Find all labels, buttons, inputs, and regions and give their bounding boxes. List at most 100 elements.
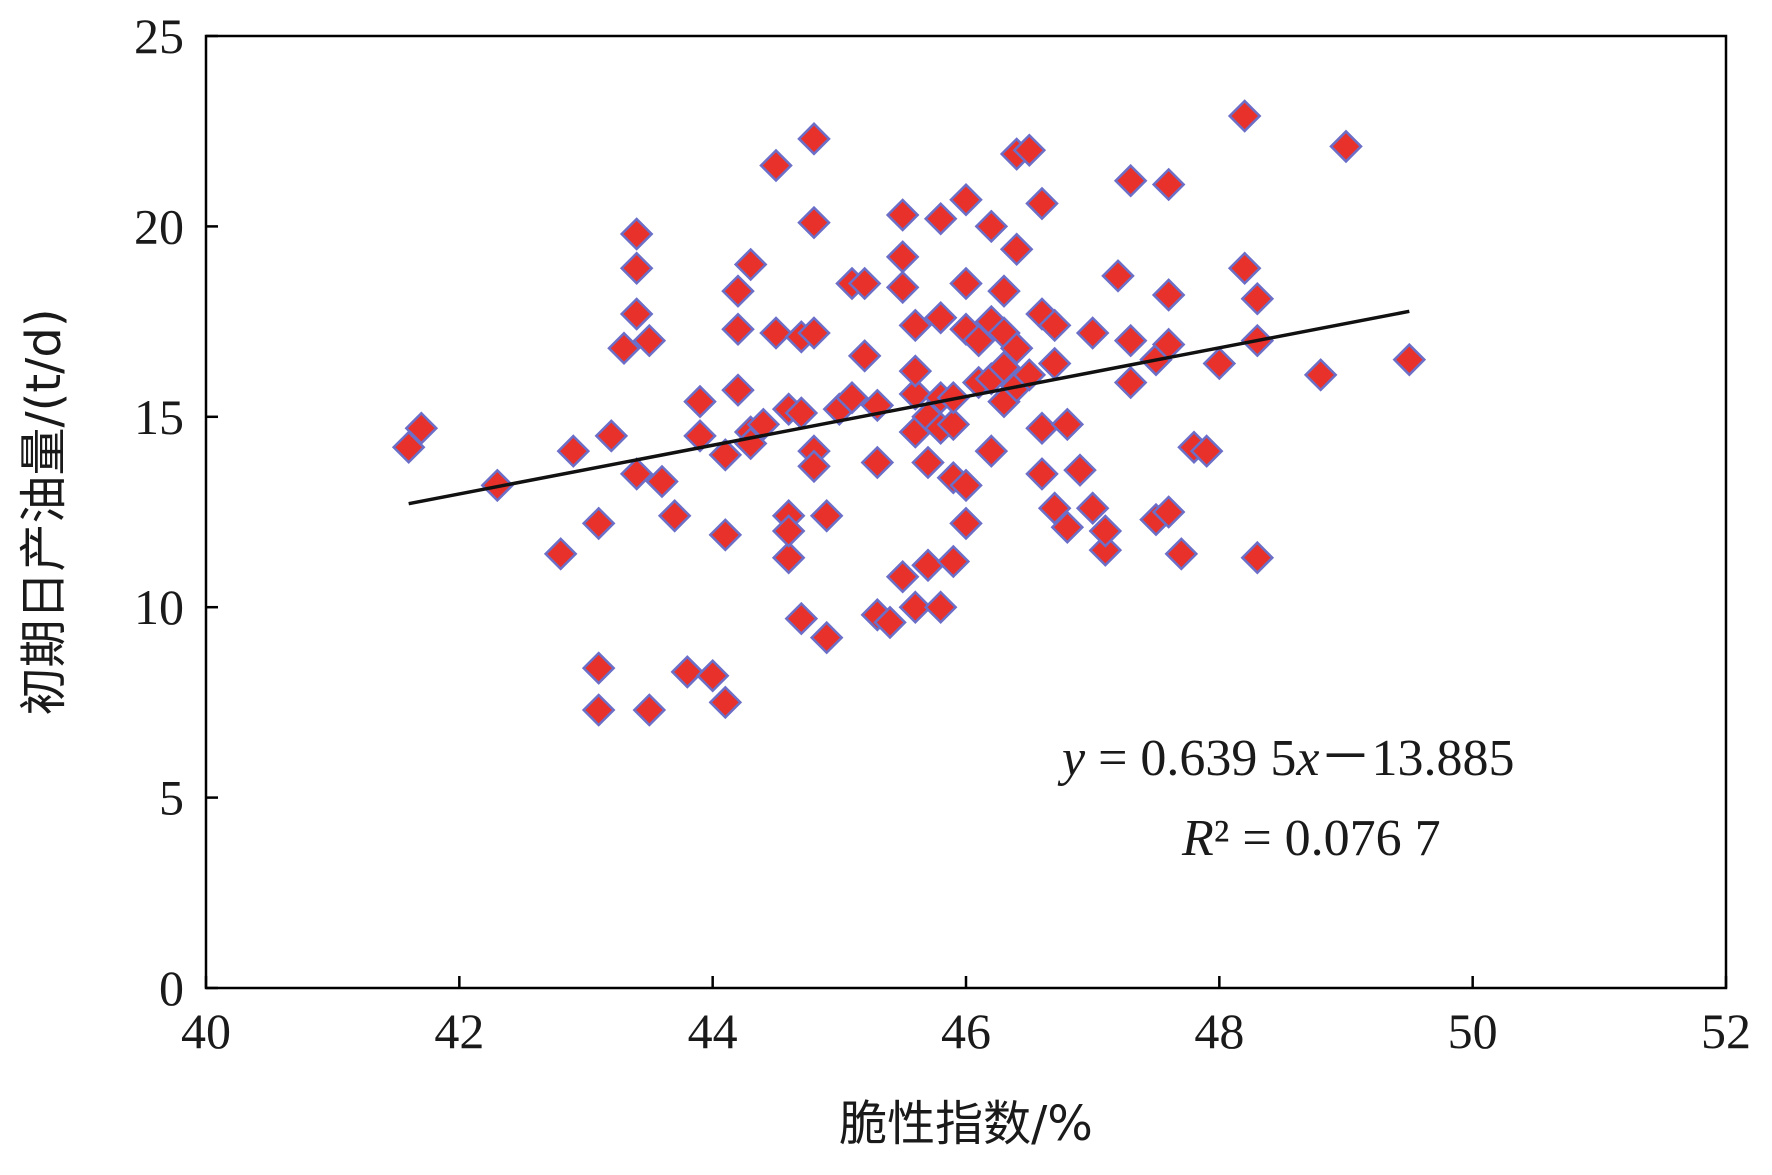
- data-point: [885, 198, 920, 232]
- equation-x-symbol: x: [1295, 730, 1319, 787]
- data-point: [657, 499, 692, 533]
- data-point: [885, 559, 920, 594]
- data-point: [1189, 434, 1224, 468]
- equation-coefficient: = 0.639 5: [1085, 730, 1296, 787]
- data-point: [746, 407, 781, 442]
- equation-intercept: －13.885: [1320, 730, 1515, 787]
- data-point: [936, 544, 971, 579]
- data-point: [771, 540, 806, 575]
- r-squared-number: ² = 0.076 7: [1214, 810, 1441, 867]
- data-point: [1050, 407, 1085, 442]
- data-point: [594, 419, 629, 453]
- data-point: [797, 205, 831, 240]
- data-point: [581, 693, 616, 727]
- regression-equation: y = 0.639 5x－13.885: [1057, 730, 1515, 787]
- data-point: [898, 308, 933, 343]
- data-point: [1088, 514, 1123, 548]
- data-point: [619, 251, 654, 286]
- data-point: [607, 331, 641, 366]
- data-point: [632, 323, 667, 358]
- data-point: [999, 232, 1034, 267]
- data-point: [632, 693, 667, 727]
- data-point: [936, 407, 971, 442]
- data-point: [1063, 453, 1097, 487]
- data-point: [1088, 533, 1123, 567]
- data-point: [721, 274, 755, 308]
- data-point: [873, 605, 907, 640]
- data-point: [1202, 346, 1237, 381]
- data-point: [556, 434, 591, 468]
- data-point: [721, 312, 755, 346]
- data-point: [1025, 457, 1059, 491]
- data-point: [949, 182, 983, 217]
- data-point: [1075, 491, 1110, 525]
- data-point: [708, 685, 743, 720]
- data-point: [898, 590, 933, 624]
- y-tick-label: 10: [134, 579, 184, 635]
- data-point: [708, 518, 743, 552]
- data-point: [619, 457, 654, 491]
- r-squared-value: R² = 0.076 7: [1181, 810, 1441, 867]
- data-point: [1329, 129, 1363, 164]
- y-tick-label: 5: [159, 770, 184, 826]
- data-point: [911, 445, 945, 480]
- data-point: [809, 499, 844, 533]
- r-squared-symbol: R: [1181, 810, 1214, 867]
- x-axis: 40 42 44 46 48 50 52: [181, 976, 1751, 1059]
- data-point: [1075, 316, 1110, 350]
- data-point: [1164, 537, 1199, 571]
- data-point: [404, 411, 439, 445]
- data-point: [619, 297, 654, 331]
- data-point: [987, 274, 1021, 308]
- data-point: [898, 377, 933, 411]
- data-point: [683, 419, 717, 453]
- data-point: [670, 655, 705, 689]
- data-point: [974, 209, 1009, 244]
- data-point: [581, 506, 616, 541]
- data-point: [1227, 251, 1262, 286]
- data-point: [860, 445, 895, 480]
- data-point: [835, 380, 869, 415]
- data-point: [847, 266, 882, 301]
- data-point: [1240, 281, 1275, 316]
- data-point: [1151, 278, 1186, 312]
- data-point: [1101, 259, 1135, 293]
- data-point: [923, 301, 958, 335]
- data-point: [923, 590, 958, 624]
- data-point: [1113, 365, 1148, 400]
- data-point: [949, 468, 983, 503]
- trendline: [408, 309, 1410, 506]
- data-point: [759, 316, 793, 350]
- data-point: [683, 384, 717, 419]
- x-tick-label: 42: [434, 1003, 484, 1059]
- data-point: [721, 373, 755, 407]
- x-tick-label: 44: [688, 1003, 738, 1059]
- data-point: [1113, 323, 1148, 358]
- data-point: [797, 449, 831, 484]
- data-point: [1113, 163, 1148, 198]
- data-point: [1151, 495, 1186, 529]
- y-tick-label: 0: [159, 960, 184, 1016]
- data-point: [1392, 342, 1427, 377]
- data-point: [949, 266, 983, 301]
- x-axis-title: 脆性指数/%: [839, 1096, 1093, 1152]
- data-point: [885, 240, 920, 274]
- data-point: [619, 217, 654, 251]
- data-point: [695, 658, 730, 693]
- x-tick-label: 40: [181, 1003, 231, 1059]
- data-point: [847, 339, 882, 373]
- data-point: [1037, 308, 1072, 343]
- y-axis-title: 初期日产油量/(t/d): [16, 308, 72, 715]
- data-point: [771, 514, 806, 548]
- data-point: [1151, 327, 1186, 362]
- x-tick-label: 50: [1448, 1003, 1498, 1059]
- data-point: [923, 202, 958, 236]
- data-point: [1151, 167, 1186, 202]
- data-point: [797, 316, 831, 350]
- data-point: [543, 537, 578, 571]
- y-tick-label: 15: [134, 389, 184, 445]
- x-tick-label: 52: [1701, 1003, 1751, 1059]
- x-tick-label: 46: [941, 1003, 991, 1059]
- data-point: [949, 506, 983, 541]
- data-point: [784, 601, 819, 636]
